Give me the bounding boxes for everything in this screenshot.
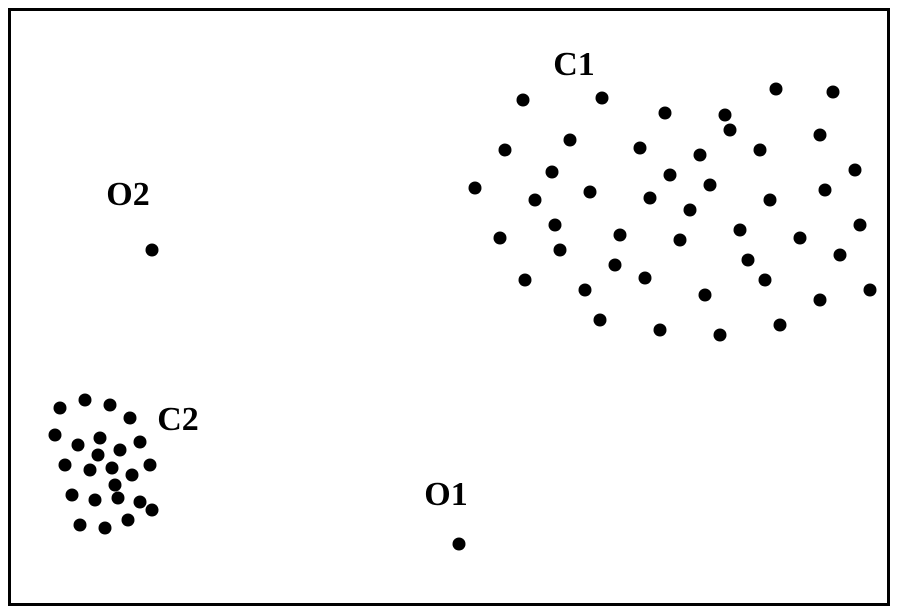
point-C1-40 [609, 259, 622, 272]
point-C2-21 [146, 504, 159, 517]
point-C1-24 [614, 229, 627, 242]
point-C2-2 [104, 399, 117, 412]
point-C1-41 [684, 204, 697, 217]
point-C2-8 [134, 436, 147, 449]
point-C1-37 [714, 329, 727, 342]
point-C1-44 [664, 169, 677, 182]
point-C2-7 [114, 444, 127, 457]
point-C1-23 [674, 234, 687, 247]
point-C1-9 [634, 142, 647, 155]
outlier-point-O2 [146, 244, 159, 257]
point-C2-9 [59, 459, 72, 472]
point-C1-33 [864, 284, 877, 297]
point-C1-6 [814, 129, 827, 142]
point-C1-42 [742, 254, 755, 267]
point-C2-22 [92, 449, 105, 462]
point-C1-17 [764, 194, 777, 207]
point-C2-15 [89, 494, 102, 507]
point-C2-5 [72, 439, 85, 452]
label-O1: O1 [424, 476, 467, 514]
point-C1-7 [754, 144, 767, 157]
point-C1-11 [499, 144, 512, 157]
point-C2-4 [49, 429, 62, 442]
point-C1-4 [770, 83, 783, 96]
point-C2-17 [134, 496, 147, 509]
point-C1-2 [659, 107, 672, 120]
point-C1-19 [849, 164, 862, 177]
point-C1-14 [584, 186, 597, 199]
point-C2-11 [106, 462, 119, 475]
point-C1-27 [519, 274, 532, 287]
point-C1-12 [469, 182, 482, 195]
point-C2-19 [99, 522, 112, 535]
point-C2-0 [54, 402, 67, 415]
point-C1-10 [564, 134, 577, 147]
point-C2-1 [79, 394, 92, 407]
point-C1-15 [644, 192, 657, 205]
point-C2-12 [126, 469, 139, 482]
point-C2-14 [66, 489, 79, 502]
point-C1-13 [529, 194, 542, 207]
label-C2: C2 [157, 401, 199, 439]
point-C1-31 [759, 274, 772, 287]
point-C1-43 [549, 219, 562, 232]
point-C2-3 [124, 412, 137, 425]
point-C2-20 [122, 514, 135, 527]
point-C1-0 [517, 94, 530, 107]
point-C2-18 [74, 519, 87, 532]
outlier-point-O1 [453, 538, 466, 551]
point-C1-18 [819, 184, 832, 197]
point-C1-26 [494, 232, 507, 245]
point-C1-8 [694, 149, 707, 162]
point-C1-36 [654, 324, 667, 337]
point-C1-29 [639, 272, 652, 285]
plot-frame [8, 8, 890, 606]
point-C1-28 [579, 284, 592, 297]
point-C2-23 [109, 479, 122, 492]
point-C1-32 [814, 294, 827, 307]
point-C1-16 [704, 179, 717, 192]
point-C2-16 [112, 492, 125, 505]
point-C1-3 [719, 109, 732, 122]
point-C1-21 [794, 232, 807, 245]
point-C1-45 [724, 124, 737, 137]
point-C1-5 [827, 86, 840, 99]
point-C1-38 [774, 319, 787, 332]
point-C1-1 [596, 92, 609, 105]
point-C1-30 [699, 289, 712, 302]
point-C1-25 [554, 244, 567, 257]
point-C2-10 [84, 464, 97, 477]
point-C1-22 [734, 224, 747, 237]
point-C1-20 [854, 219, 867, 232]
point-C1-34 [834, 249, 847, 262]
point-C2-6 [94, 432, 107, 445]
point-C2-13 [144, 459, 157, 472]
label-C1: C1 [553, 46, 595, 84]
point-C1-35 [594, 314, 607, 327]
point-C1-39 [546, 166, 559, 179]
label-O2: O2 [106, 176, 149, 214]
